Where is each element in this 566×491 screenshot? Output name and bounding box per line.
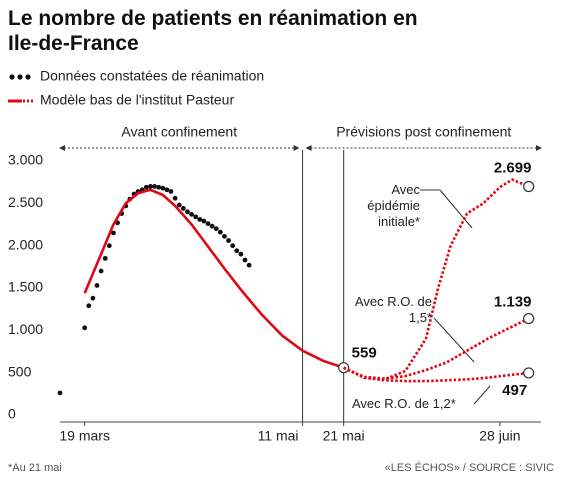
source: «LES ÉCHOS» / SOURCE : SIVIC [384,462,554,474]
data-point [168,189,174,194]
legend-label: Modèle bas de l'institut Pasteur [40,92,234,108]
data-point [143,184,149,190]
data-point [193,214,199,220]
x-tick-label: 21 mai [323,428,365,444]
data-point [246,262,252,268]
y-tick-label: 500 [8,363,32,379]
value-label: 559 [352,345,377,362]
period-label: Prévisions post confinement [336,124,511,140]
annotation: Avec R.O. de 1,2* [352,396,456,411]
value-label: 497 [502,382,527,399]
data-point [98,268,104,274]
data-point [217,229,223,235]
y-tick-label: 3.000 [8,152,43,168]
y-tick-label: 0 [8,406,16,422]
data-point [201,218,207,224]
data-point [90,295,96,301]
end-marker [523,180,535,193]
footnote: *Au 21 mai [8,462,62,474]
value-label: 1.139 [494,294,532,311]
y-tick-label: 1.500 [8,279,43,295]
period-label: Avant confinement [121,124,237,140]
annotation: Avec R.O. de 1,5* [354,294,432,325]
legend-marker [9,74,15,80]
leader-line [439,189,473,229]
legend-label: Données constatées de réanimation [40,68,264,84]
y-tick-label: 2.000 [8,236,43,252]
data-point [238,251,244,257]
data-point [102,255,108,261]
y-tick-label: 1.000 [8,321,43,337]
data-point [106,243,112,249]
series-line [343,366,529,383]
data-point [197,217,203,222]
data-point [86,303,92,309]
x-tick-label: 28 juin [479,428,520,444]
data-point [164,187,170,193]
x-tick-label: 19 mars [59,428,110,444]
annotation: Avec épidémie initiale* [367,182,420,229]
x-tick-label: 11 mai [258,428,299,444]
data-point [222,233,227,239]
leader-line [433,317,475,363]
data-point [213,226,219,232]
chart-title: Le nombre de patients en réanimation en … [8,7,418,55]
legend-marker [25,74,31,80]
leader-line [473,385,491,405]
data-point [94,283,100,288]
data-point [172,195,178,201]
end-marker [338,362,350,374]
data-point [148,184,153,189]
data-point [242,257,248,263]
data-point [160,185,166,191]
end-marker [523,367,535,379]
data-point [205,221,211,227]
data-point [176,202,182,208]
data-point [57,390,63,396]
legend-marker [17,74,23,80]
series-line [83,188,345,369]
data-point [180,206,186,211]
data-point [234,248,240,254]
value-label: 2.699 [494,159,532,176]
data-point [82,325,88,331]
data-point [156,184,162,190]
data-point [111,230,116,236]
series-line [343,178,530,381]
data-point [189,211,194,217]
data-point [209,223,215,229]
data-point [230,243,236,249]
y-tick-label: 2.500 [8,194,43,210]
data-point [185,209,190,215]
data-point [226,238,231,243]
data-point [152,184,157,189]
end-marker [523,312,535,325]
